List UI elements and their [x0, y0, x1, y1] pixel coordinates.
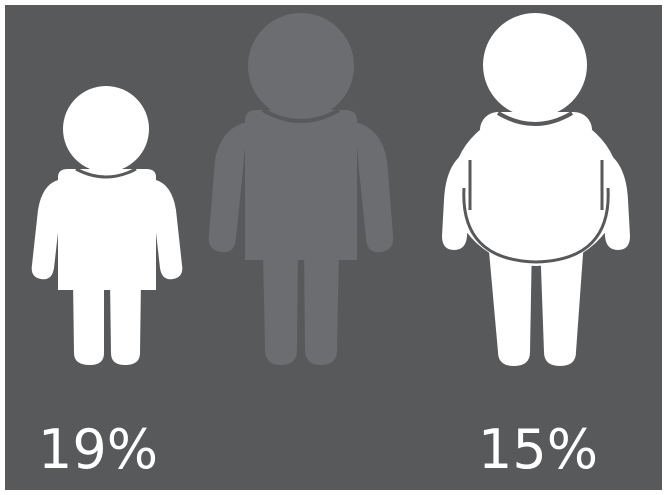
right-percentage: 15%: [478, 418, 599, 481]
child-figure-icon: [31, 86, 183, 365]
left-percentage: 19%: [38, 418, 159, 481]
adult-figure-icon: [208, 13, 394, 365]
overweight-figure-icon: [442, 13, 630, 366]
